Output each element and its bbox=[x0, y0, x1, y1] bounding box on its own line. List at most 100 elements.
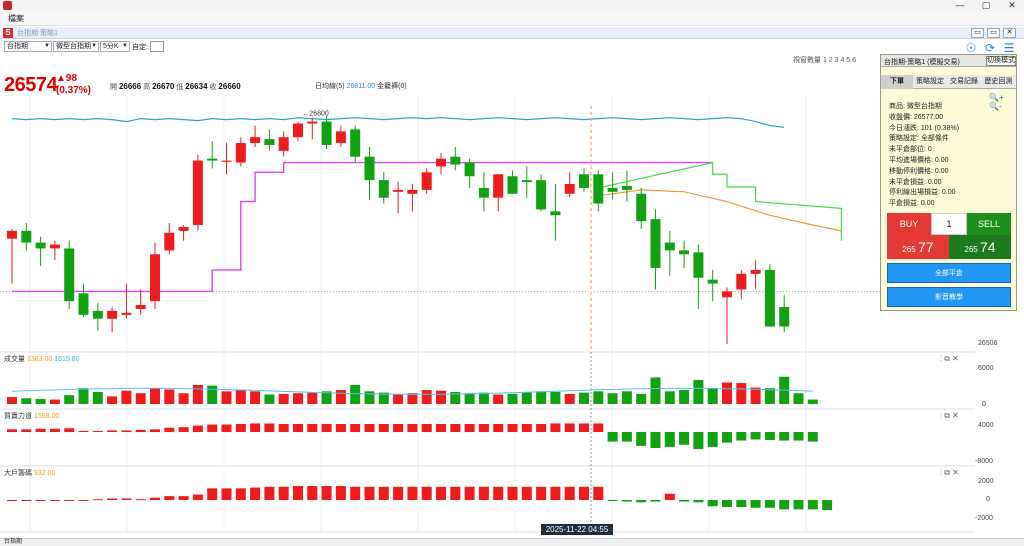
close-label: 收 bbox=[209, 84, 217, 91]
whale-bar bbox=[235, 488, 246, 500]
candle-body bbox=[250, 137, 261, 144]
power-bar bbox=[579, 423, 589, 432]
tab-strategy-settings[interactable]: 策略設定 bbox=[916, 78, 944, 85]
candle-body bbox=[393, 189, 404, 192]
symbol-select[interactable]: 台指期 ▼ bbox=[4, 41, 52, 52]
ma-readout: 日均線(5) 26811.00 金籠褲(0) bbox=[315, 81, 407, 91]
volume-bar bbox=[550, 391, 561, 404]
whale-value: 932.00 bbox=[33, 470, 56, 477]
whale-bar bbox=[464, 486, 475, 500]
whale-bar bbox=[150, 497, 160, 500]
window-count-selector[interactable]: 視窗數量 1 2 3 4 5 6 bbox=[793, 57, 857, 64]
price-axis-label: 26506 bbox=[978, 340, 998, 347]
quantity-input[interactable]: 1 bbox=[931, 213, 967, 235]
candle-body bbox=[150, 254, 160, 302]
power-pane-tools[interactable]: ⫶ ⧉ ✕ bbox=[940, 411, 959, 420]
power-bar bbox=[664, 432, 675, 447]
volume-bar bbox=[307, 392, 318, 404]
user-list-icon[interactable]: ☰ bbox=[1003, 41, 1015, 55]
volume-bar bbox=[679, 390, 690, 404]
volume-pane-tools[interactable]: ⫶ ⧉ ✕ bbox=[940, 354, 959, 363]
cursor-time-tag: 2025-11-22 04:55 bbox=[541, 524, 613, 535]
power-bar bbox=[764, 432, 775, 440]
custom-interval-input[interactable] bbox=[150, 41, 164, 52]
whale-pane-tools[interactable]: ⫶ ⧉ ✕ bbox=[940, 468, 959, 477]
low-value: 26634 bbox=[185, 82, 208, 91]
chevron-down-icon: ▼ bbox=[122, 43, 128, 49]
panel-info-row: 平均進場價格: 0.00 bbox=[889, 157, 949, 164]
sell-button[interactable]: SELL bbox=[967, 213, 1011, 235]
doc-restore-button[interactable]: ▭ bbox=[987, 28, 1000, 38]
candle-body bbox=[78, 293, 89, 315]
candle-body bbox=[679, 250, 690, 255]
volume-bar bbox=[464, 393, 475, 404]
candle-body bbox=[7, 230, 17, 239]
close-all-button[interactable]: 全部平倉 bbox=[887, 263, 1011, 283]
whale-bar bbox=[450, 486, 461, 500]
power-bar bbox=[722, 432, 732, 443]
bid-price-button[interactable]: 265 77 bbox=[887, 235, 949, 259]
power-axis-top: 4000 bbox=[978, 422, 994, 429]
volume-bar bbox=[521, 391, 532, 404]
volume-bar bbox=[21, 398, 32, 404]
candle-body bbox=[107, 310, 118, 319]
whale-bar bbox=[407, 486, 418, 500]
ohlc-readout: 開 26666 高 26670 低 26634 收 26660 bbox=[110, 82, 241, 92]
menu-file[interactable]: 檔案 bbox=[8, 14, 24, 23]
whale-bar bbox=[764, 500, 775, 508]
zoom-icon[interactable]: 🔍+ 🔍- bbox=[989, 93, 1004, 111]
candle-body bbox=[464, 162, 475, 177]
candlestick-chart[interactable]: ←26800 bbox=[0, 96, 975, 536]
maximize-button[interactable]: ▢ bbox=[981, 0, 991, 10]
chevron-down-icon: ▼ bbox=[91, 43, 97, 49]
close-window-button[interactable]: ✕ bbox=[1008, 0, 1016, 10]
power-bar bbox=[807, 432, 818, 442]
candle-body bbox=[421, 172, 432, 190]
whale-bar bbox=[564, 486, 575, 500]
candle-body bbox=[178, 226, 189, 231]
power-bar bbox=[92, 430, 103, 432]
video-tutorial-button[interactable]: 影音教學 bbox=[887, 287, 1011, 307]
tab-backtest[interactable]: 歷史回測 bbox=[984, 78, 1013, 85]
whale-bar bbox=[550, 486, 561, 500]
candle-body bbox=[378, 180, 389, 198]
refresh-icon[interactable]: ⟳ bbox=[984, 41, 996, 55]
interval-select[interactable]: 5分K ▼ bbox=[100, 41, 130, 52]
high-label: 高 bbox=[143, 84, 151, 91]
power-bar bbox=[135, 429, 146, 432]
tab-order[interactable]: 下單 bbox=[881, 75, 913, 89]
whale-bar bbox=[7, 500, 17, 501]
contract-select[interactable]: 微型台指期 ▼ bbox=[53, 41, 99, 52]
buy-button[interactable]: BUY bbox=[887, 213, 931, 235]
minimize-button[interactable]: — bbox=[955, 0, 965, 10]
whale-bar bbox=[207, 488, 218, 500]
last-price: 26574 bbox=[4, 74, 58, 96]
whale-bar bbox=[192, 494, 203, 500]
switch-mode-button[interactable]: 切換模式 bbox=[986, 56, 1016, 66]
ask-price-button[interactable]: 265 74 bbox=[949, 235, 1011, 259]
volume-bar bbox=[807, 399, 818, 404]
power-bar bbox=[421, 424, 432, 432]
whale-bar bbox=[693, 500, 704, 503]
volume-bar bbox=[793, 393, 804, 404]
power-bar bbox=[450, 424, 461, 432]
doc-minimize-button[interactable]: ▭ bbox=[971, 28, 984, 38]
candle-body bbox=[192, 160, 203, 226]
doc-close-button[interactable]: ✕ bbox=[1003, 28, 1016, 38]
panel-info-row: 未平倉部位: 0 bbox=[889, 146, 932, 154]
power-bar bbox=[207, 424, 218, 432]
whale-bar bbox=[722, 500, 732, 507]
volume-bar bbox=[192, 385, 203, 404]
whale-bar bbox=[507, 486, 518, 500]
power-bar bbox=[78, 430, 89, 432]
whale-bar bbox=[393, 486, 404, 500]
tab-trade-history[interactable]: 交易記錄 bbox=[950, 78, 978, 85]
volume-bar bbox=[636, 393, 647, 404]
whale-bar bbox=[378, 486, 389, 500]
document-bar: S 台指期 策略1 ▭ ▭ ✕ bbox=[0, 27, 1024, 39]
signal-icon[interactable]: ☉ bbox=[965, 41, 977, 55]
ma-blue-line bbox=[11, 117, 785, 128]
menu-bar: 檔案 bbox=[0, 11, 1024, 26]
volume-bar bbox=[107, 396, 118, 404]
volume-bar bbox=[621, 391, 632, 404]
